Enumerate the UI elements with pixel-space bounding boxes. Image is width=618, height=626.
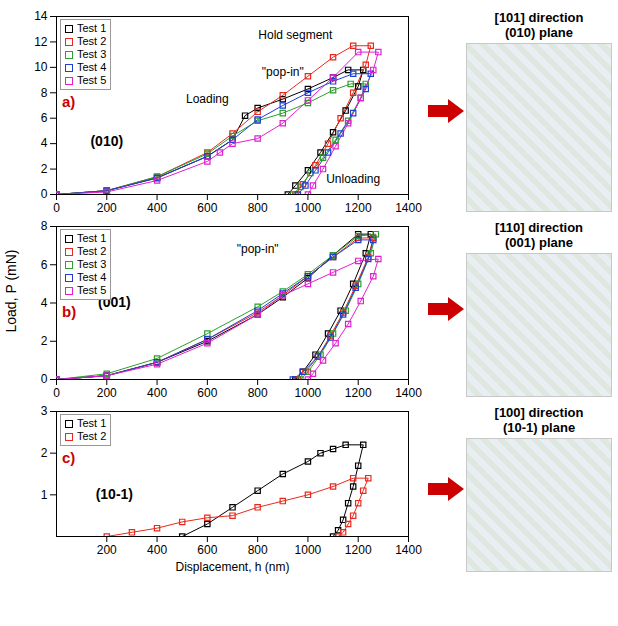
svg-text:1400: 1400 [395, 386, 422, 400]
svg-text:6: 6 [41, 111, 48, 125]
html-text:[110] direction: [110] direction [494, 220, 584, 235]
svg-text:200: 200 [97, 543, 117, 557]
html-text:c): c) [62, 449, 76, 466]
svg-text:3: 3 [41, 404, 48, 418]
html-text:Test 2: Test 2 [77, 35, 107, 47]
svg-text:Hold segment: Hold segment [258, 28, 333, 42]
svg-text:400: 400 [147, 201, 167, 215]
svg-text:(010): (010) [90, 133, 123, 149]
svg-text:200: 200 [97, 201, 117, 215]
svg-text:0: 0 [53, 201, 60, 215]
svg-text:1400: 1400 [395, 543, 422, 557]
svg-text:1000: 1000 [295, 201, 322, 215]
html-text:a): a) [62, 93, 76, 110]
svg-text:200: 200 [97, 386, 117, 400]
svg-text:600: 600 [197, 543, 217, 557]
svg-text:1400: 1400 [395, 201, 422, 215]
html-text:Test 1: Test 1 [77, 417, 107, 429]
svg-text:800: 800 [248, 386, 268, 400]
svg-text:1200: 1200 [345, 543, 372, 557]
svg-text:"pop-in": "pop-in" [237, 242, 279, 256]
html-text:(010) plane: (010) plane [505, 25, 573, 40]
html-text:[101] direction: [101] direction [494, 10, 584, 25]
html-text:Test 1: Test 1 [77, 232, 107, 244]
svg-text:0: 0 [41, 187, 48, 201]
svg-text:8: 8 [41, 219, 48, 233]
html-text:Test 5: Test 5 [77, 284, 107, 296]
html-text:Test 4: Test 4 [77, 271, 107, 283]
svg-text:2: 2 [41, 162, 48, 176]
svg-text:12: 12 [34, 35, 48, 49]
svg-text:1200: 1200 [345, 386, 372, 400]
svg-text:8: 8 [41, 86, 48, 100]
svg-text:4: 4 [41, 136, 48, 150]
svg-text:"pop-in": "pop-in" [262, 65, 304, 79]
svg-text:1000: 1000 [295, 386, 322, 400]
svg-text:0: 0 [41, 372, 48, 386]
svg-text:800: 800 [248, 543, 268, 557]
svg-text:(10-1): (10-1) [96, 486, 133, 502]
html-text:Test 3: Test 3 [77, 48, 107, 60]
svg-text:0: 0 [53, 386, 60, 400]
html-text:Load, P (mN): Load, P (mN) [3, 249, 19, 333]
svg-text:600: 600 [197, 386, 217, 400]
html-text:Test 1: Test 1 [77, 22, 107, 34]
html-text:(001) plane: (001) plane [505, 235, 573, 250]
html-text:b): b) [62, 303, 77, 320]
svg-text:2: 2 [41, 446, 48, 460]
svg-text:1: 1 [41, 488, 48, 502]
svg-text:Loading: Loading [186, 92, 229, 106]
svg-text:800: 800 [248, 201, 268, 215]
svg-text:Unloading: Unloading [326, 172, 380, 186]
html-text:[100] direction: [100] direction [494, 405, 584, 420]
html-text:Test 3: Test 3 [77, 258, 107, 270]
html-text:Test 2: Test 2 [77, 245, 107, 257]
html-text:Test 5: Test 5 [77, 74, 107, 86]
svg-text:10: 10 [34, 60, 48, 74]
svg-text:600: 600 [197, 201, 217, 215]
svg-text:(001): (001) [98, 294, 131, 311]
html-text:(10-1) plane: (10-1) plane [502, 420, 576, 435]
svg-text:1000: 1000 [295, 543, 322, 557]
html-text:Test 4: Test 4 [77, 61, 107, 73]
svg-text:400: 400 [147, 386, 167, 400]
svg-text:400: 400 [147, 543, 167, 557]
svg-text:Displacement, h (nm): Displacement, h (nm) [175, 560, 289, 574]
svg-text:14: 14 [34, 9, 48, 23]
html-text:Test 2: Test 2 [77, 430, 107, 442]
svg-text:6: 6 [41, 258, 48, 272]
svg-text:4: 4 [41, 296, 48, 310]
svg-text:1200: 1200 [345, 201, 372, 215]
svg-text:2: 2 [41, 334, 48, 348]
